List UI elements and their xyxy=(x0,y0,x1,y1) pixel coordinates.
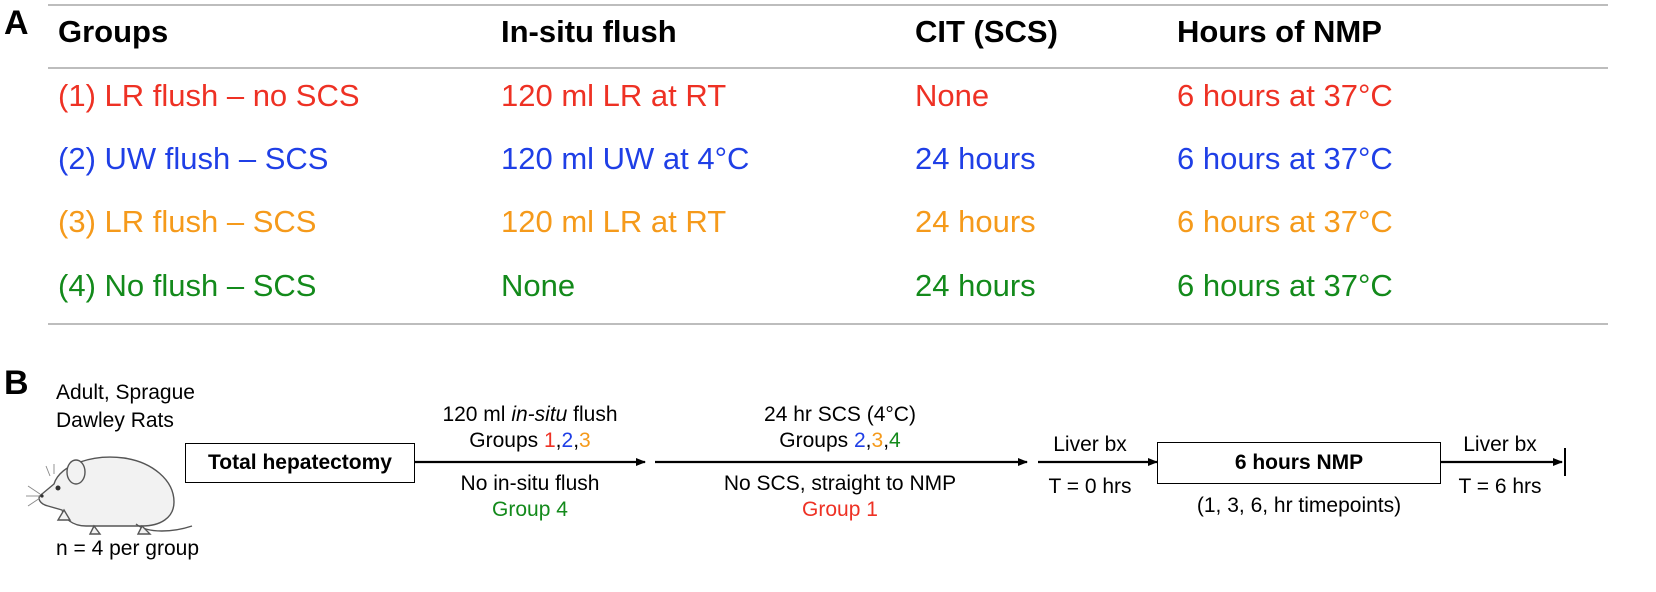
table-row-3-group: (3) LR flush – SCS xyxy=(58,204,317,239)
scs-group-4: 4 xyxy=(889,429,901,452)
table-row-2-nmp: 6 hours at 37°C xyxy=(1177,141,1393,176)
total-hepatectomy-box: Total hepatectomy xyxy=(185,443,415,483)
table-row-1-nmp: 6 hours at 37°C xyxy=(1177,78,1393,113)
sample-size-label: n = 4 per group xyxy=(56,537,200,560)
biopsy-2-time: T = 6 hrs xyxy=(1458,475,1542,498)
biopsy-1-time: T = 0 hrs xyxy=(1048,475,1132,498)
table-row-1-flush: 120 ml LR at RT xyxy=(501,78,727,113)
table-row-1-group: (1) LR flush – no SCS xyxy=(58,78,360,113)
scs-groups-prefix: Groups xyxy=(779,429,854,452)
rat-description-line1: Adult, Sprague xyxy=(56,381,195,404)
table-row-4-group: (4) No flush – SCS xyxy=(58,268,317,303)
header-cit-scs: CIT (SCS) xyxy=(915,14,1058,49)
scs-groups-label: Groups 2,3,4 xyxy=(779,429,901,452)
scs-group-3: 3 xyxy=(871,429,884,452)
table-row-2-flush: 120 ml UW at 4°C xyxy=(501,141,750,176)
flush-groups-prefix: Groups xyxy=(469,429,544,452)
header-in-situ-flush: In-situ flush xyxy=(501,14,677,49)
panel-b-label: B xyxy=(4,364,29,402)
table-bottom-rule xyxy=(48,323,1608,325)
table-row-1-cit: None xyxy=(915,78,990,113)
flush-above-italic: in-situ xyxy=(511,403,568,426)
nmp-timepoints-label: (1, 3, 6, hr timepoints) xyxy=(1196,494,1402,517)
panel-a-label: A xyxy=(4,4,29,42)
table-header-rule xyxy=(48,67,1608,69)
flush-above-suffix: flush xyxy=(567,403,618,426)
scs-below-group: Group 1 xyxy=(802,498,878,521)
scs-group-2: 2 xyxy=(853,429,866,452)
rat-description-line2: Dawley Rats xyxy=(56,409,174,432)
biopsy-2-label: Liver bx xyxy=(1463,433,1537,456)
flush-above-prefix: 120 ml xyxy=(442,403,512,426)
flush-groups-label: Groups 1,2,3 xyxy=(469,429,591,452)
table-row-3-cit: 24 hours xyxy=(915,204,1036,239)
flush-above-label: 120 ml in-situ flush xyxy=(400,403,660,427)
flush-below-group: Group 4 xyxy=(492,498,568,521)
table-row-4-cit: 24 hours xyxy=(915,268,1036,303)
table-row-4-flush: None xyxy=(501,268,576,303)
table-row-3-flush: 120 ml LR at RT xyxy=(501,204,727,239)
flush-group-3: 3 xyxy=(579,429,591,452)
header-groups: Groups xyxy=(58,14,169,49)
biopsy-1-label: Liver bx xyxy=(1053,433,1127,456)
scs-below-label: No SCS, straight to NMP xyxy=(723,472,957,495)
table-row-2-group: (2) UW flush – SCS xyxy=(58,141,329,176)
header-hours-of-nmp: Hours of NMP xyxy=(1177,14,1382,49)
table-row-3-nmp: 6 hours at 37°C xyxy=(1177,204,1393,239)
flush-group-2: 2 xyxy=(561,429,574,452)
table-row-2-cit: 24 hours xyxy=(915,141,1036,176)
nmp-box: 6 hours NMP xyxy=(1157,442,1441,484)
flush-below-label: No in-situ flush xyxy=(460,472,600,495)
scs-above-label: 24 hr SCS (4°C) xyxy=(764,403,916,426)
rat-icon xyxy=(26,456,193,535)
table-top-rule xyxy=(48,4,1608,6)
flush-group-1: 1 xyxy=(543,429,556,452)
table-row-4-nmp: 6 hours at 37°C xyxy=(1177,268,1393,303)
